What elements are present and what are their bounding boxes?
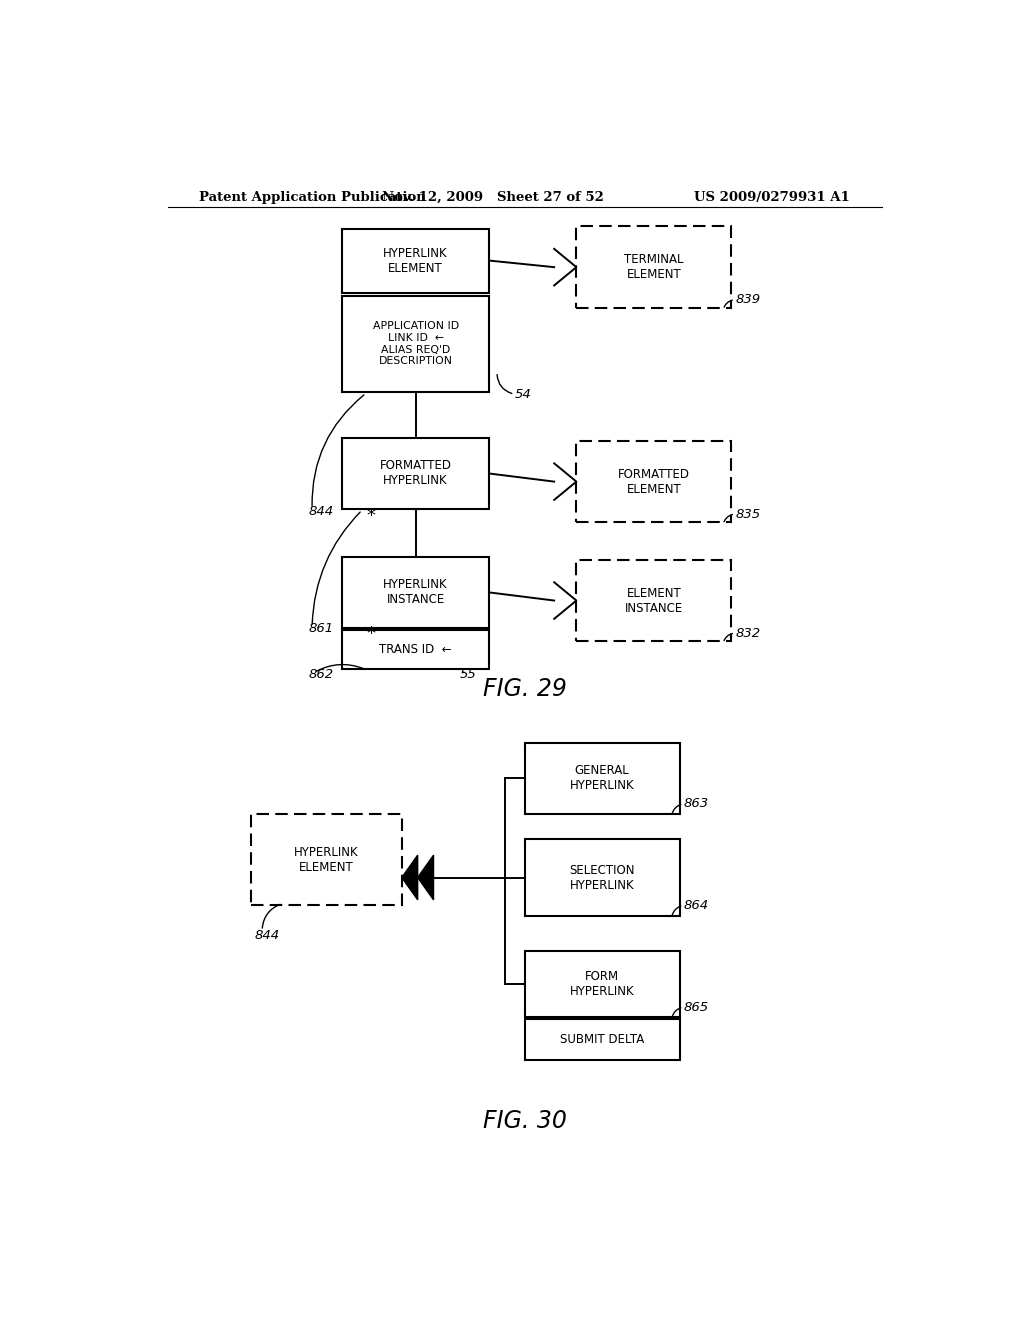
Text: TRANS ID  ←: TRANS ID ←	[379, 643, 452, 656]
Text: Nov. 12, 2009   Sheet 27 of 52: Nov. 12, 2009 Sheet 27 of 52	[382, 190, 604, 203]
Text: SELECTION
HYPERLINK: SELECTION HYPERLINK	[569, 863, 635, 891]
FancyBboxPatch shape	[524, 1019, 680, 1060]
Text: 844: 844	[255, 929, 281, 942]
Text: 864: 864	[684, 899, 709, 912]
FancyBboxPatch shape	[577, 441, 731, 523]
Text: 55: 55	[460, 668, 476, 681]
FancyBboxPatch shape	[342, 228, 489, 293]
Text: 54: 54	[514, 388, 531, 401]
FancyBboxPatch shape	[577, 560, 731, 642]
Text: US 2009/0279931 A1: US 2009/0279931 A1	[694, 190, 850, 203]
FancyBboxPatch shape	[524, 840, 680, 916]
Text: 865: 865	[684, 1001, 709, 1014]
FancyBboxPatch shape	[577, 227, 731, 308]
Text: 832: 832	[735, 627, 760, 640]
Text: 863: 863	[684, 797, 709, 810]
Text: FORM
HYPERLINK: FORM HYPERLINK	[570, 970, 635, 998]
FancyBboxPatch shape	[524, 743, 680, 814]
Text: *: *	[367, 507, 375, 525]
FancyBboxPatch shape	[524, 952, 680, 1018]
Polygon shape	[418, 855, 433, 900]
Polygon shape	[401, 855, 418, 900]
Text: HYPERLINK
ELEMENT: HYPERLINK ELEMENT	[383, 247, 447, 275]
Text: HYPERLINK
INSTANCE: HYPERLINK INSTANCE	[383, 578, 447, 606]
Text: 839: 839	[735, 293, 760, 306]
Text: HYPERLINK
ELEMENT: HYPERLINK ELEMENT	[294, 846, 358, 874]
Text: TERMINAL
ELEMENT: TERMINAL ELEMENT	[624, 253, 683, 281]
FancyBboxPatch shape	[342, 296, 489, 392]
FancyBboxPatch shape	[342, 438, 489, 510]
Text: FIG. 30: FIG. 30	[483, 1109, 566, 1133]
Text: FORMATTED
HYPERLINK: FORMATTED HYPERLINK	[380, 459, 452, 487]
Text: 844: 844	[309, 504, 334, 517]
Text: SUBMIT DELTA: SUBMIT DELTA	[560, 1034, 644, 1047]
Text: FORMATTED
ELEMENT: FORMATTED ELEMENT	[617, 467, 690, 495]
FancyBboxPatch shape	[342, 557, 489, 628]
Text: ELEMENT
INSTANCE: ELEMENT INSTANCE	[625, 586, 683, 615]
Text: 835: 835	[735, 508, 760, 520]
Text: GENERAL
HYPERLINK: GENERAL HYPERLINK	[570, 764, 635, 792]
Text: Patent Application Publication: Patent Application Publication	[200, 190, 426, 203]
Text: APPLICATION ID
LINK ID  ←
ALIAS REQ'D
DESCRIPTION: APPLICATION ID LINK ID ← ALIAS REQ'D DES…	[373, 322, 459, 366]
Text: FIG. 29: FIG. 29	[483, 677, 566, 701]
FancyBboxPatch shape	[342, 630, 489, 669]
Text: *: *	[367, 626, 375, 643]
Text: 861: 861	[309, 623, 334, 635]
FancyBboxPatch shape	[251, 814, 401, 906]
Text: 862: 862	[309, 668, 334, 681]
